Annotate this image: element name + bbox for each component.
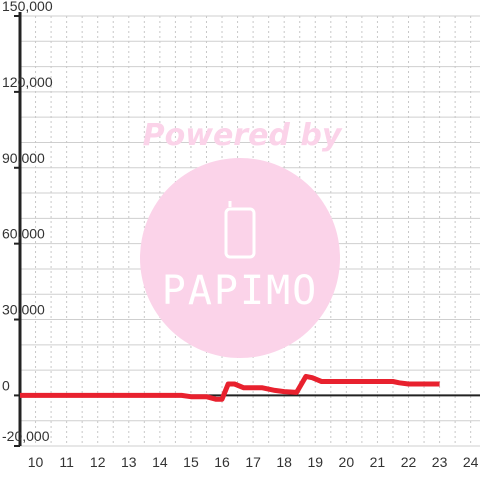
x-tick-label: 20 [339,454,355,470]
y-tick-label: 150,000 [2,0,53,14]
y-tick-label: 30,000 [2,302,45,318]
y-tick-label: -20,000 [2,428,50,444]
watermark-powered-by: Powered by [143,118,343,153]
tick-labels: -20,000 0 30,000 60,000 90,000 120,000 150,000… [2,0,479,470]
x-tick-label: 11 [59,454,74,470]
watermark: Powered by PAPIMO [140,118,343,358]
x-tick-label: 23 [432,454,448,470]
phone-icon [224,201,256,259]
series [20,373,440,402]
x-tick-label: 14 [152,454,168,470]
y-tick-label: 0 [2,377,10,393]
y-tick-label: 60,000 [2,226,45,242]
x-tick-label: 21 [370,454,386,470]
x-tick-label: 19 [307,454,323,470]
x-tick-label: 24 [463,454,479,470]
x-tick-label: 10 [28,454,44,470]
y-tick-label: 90,000 [2,150,45,166]
x-tick-label: 13 [121,454,137,470]
y-tick-label: 120,000 [2,74,53,90]
watermark-brand: PAPIMO [162,268,319,314]
x-tick-label: 12 [90,454,106,470]
x-tick-label: 16 [214,454,230,470]
x-tick-label: 15 [183,454,199,470]
series-line [20,373,440,402]
x-tick-label: 17 [245,454,261,470]
x-tick-label: 18 [276,454,292,470]
x-tick-label: 22 [401,454,417,470]
